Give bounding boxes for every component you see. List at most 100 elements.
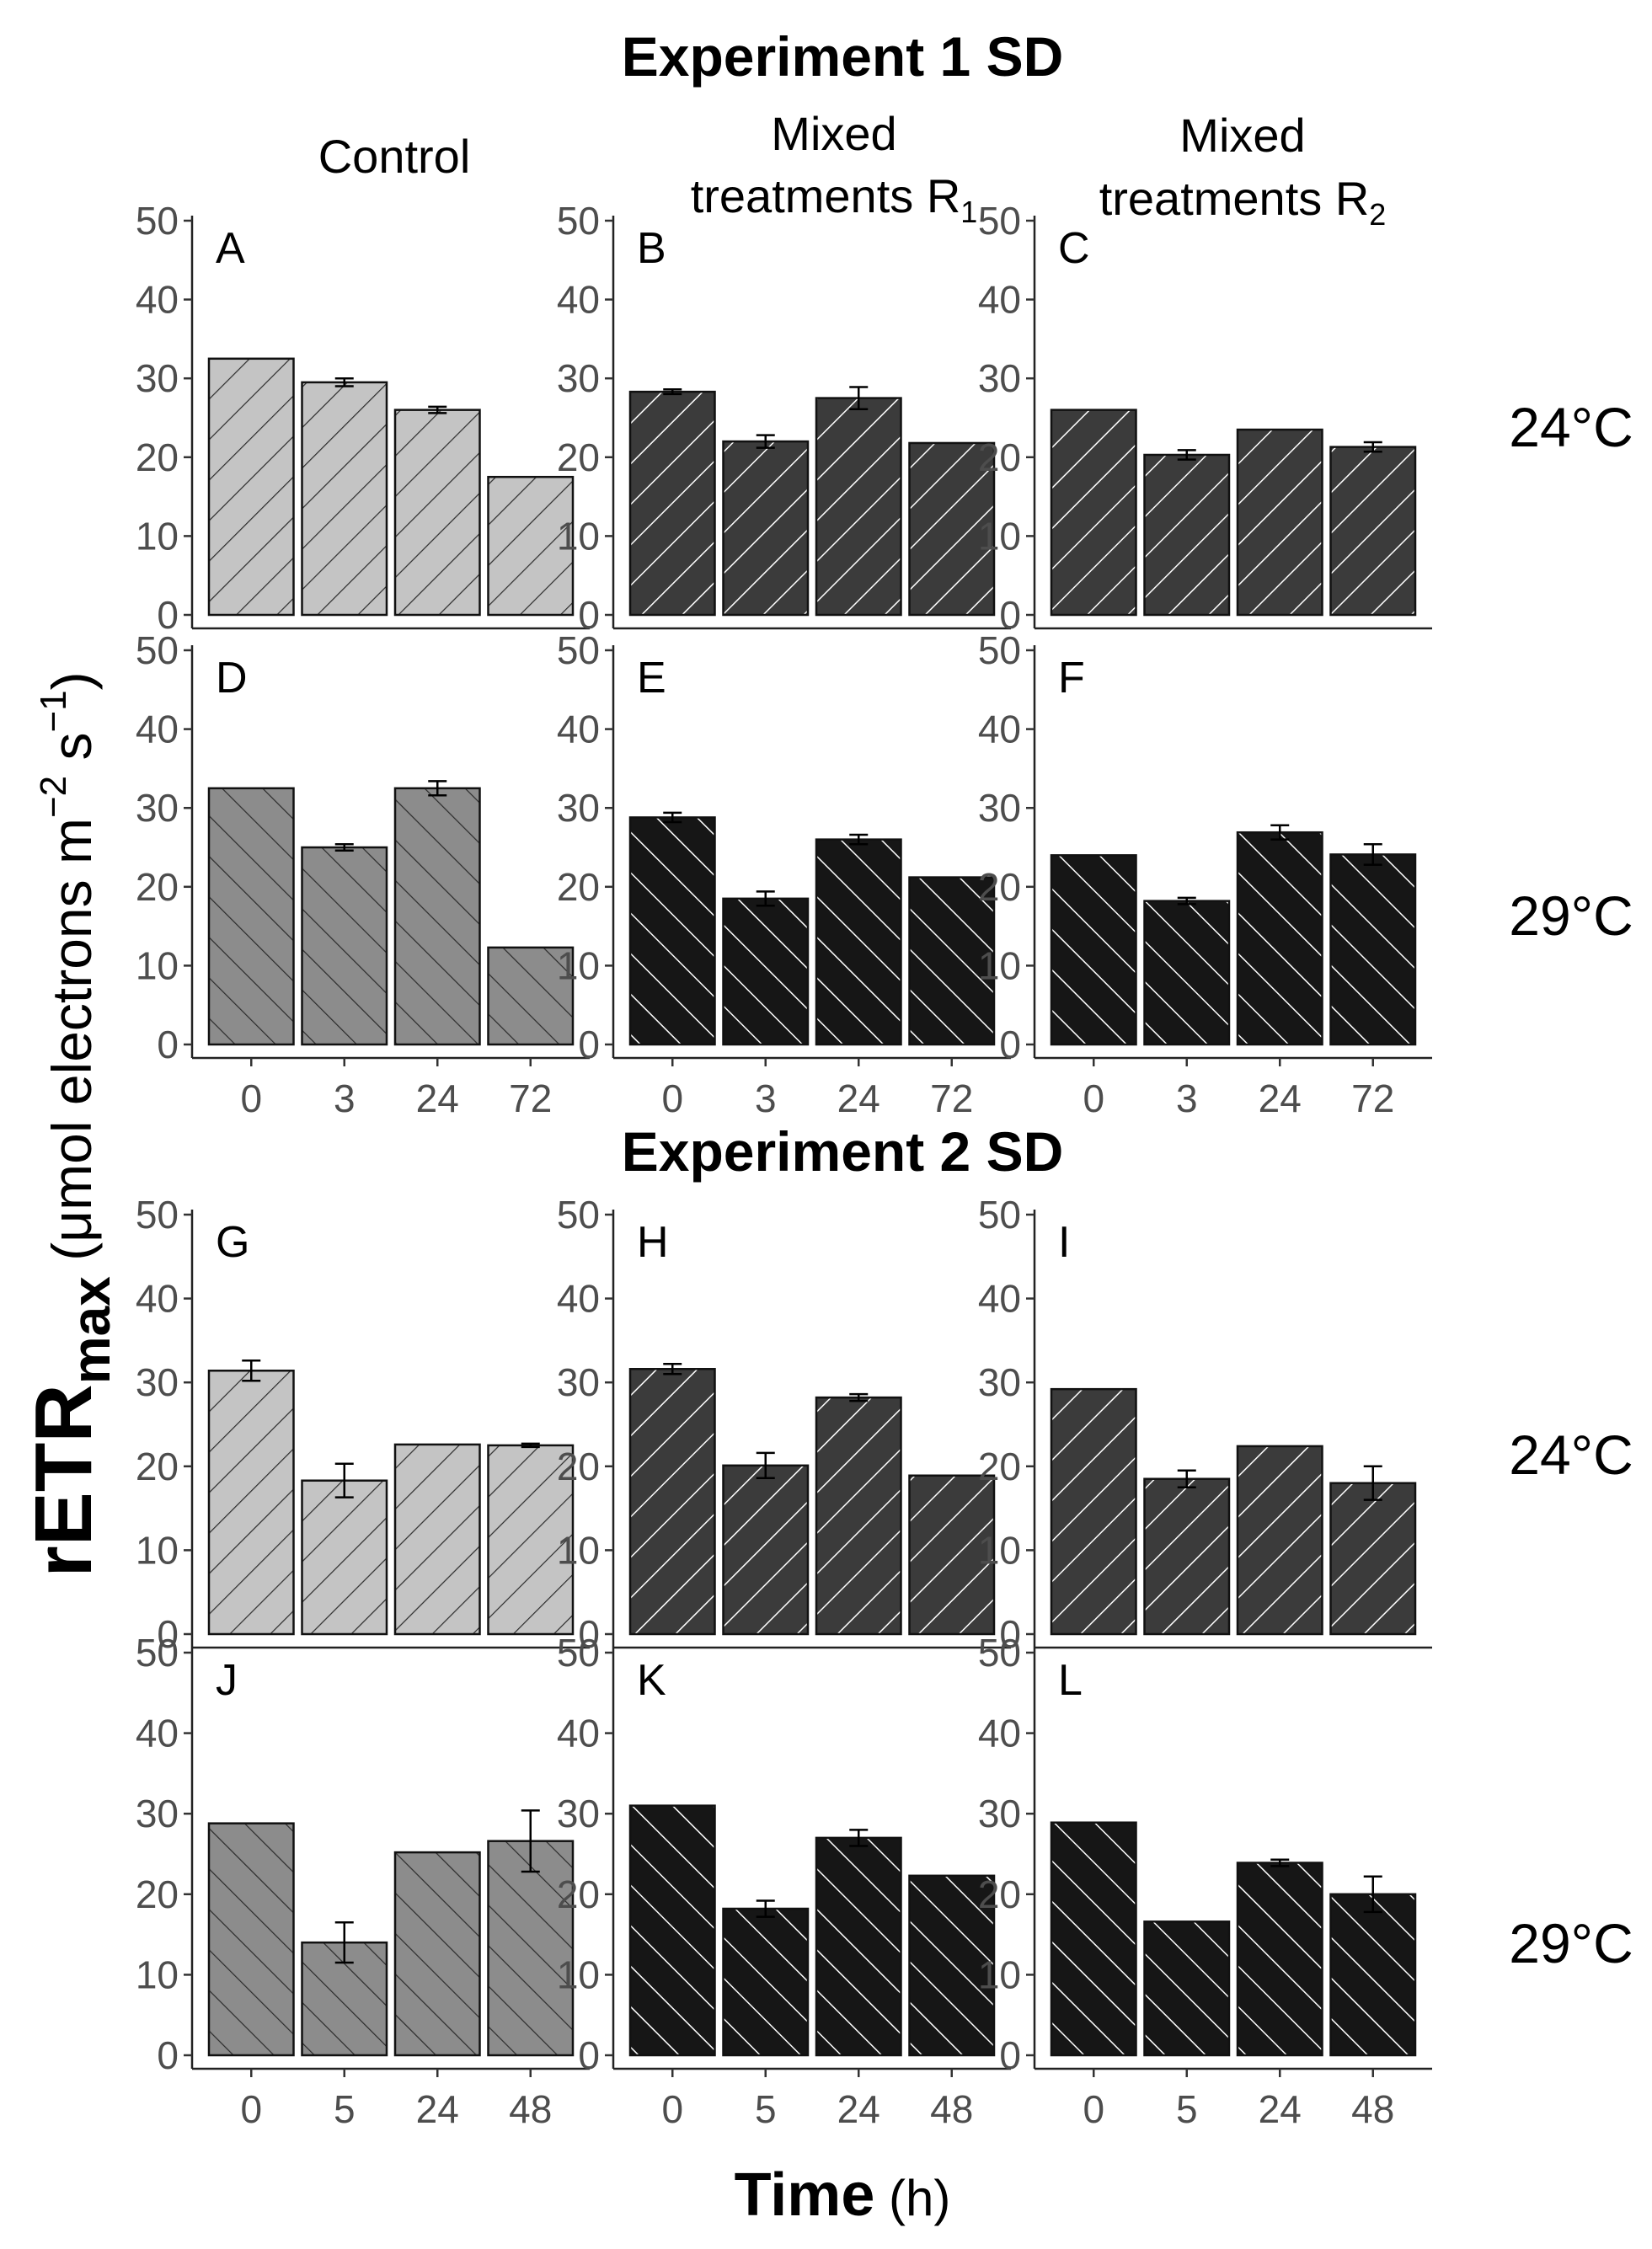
y-tick-label: 0 (157, 1023, 179, 1066)
y-tick-label: 10 (557, 514, 600, 558)
y-tick-label: 0 (999, 1612, 1021, 1656)
x-tick-label: 24 (416, 1076, 459, 1120)
bar (1050, 1821, 1137, 2057)
y-tick-label: 50 (978, 1631, 1021, 1675)
x-tick-label: 72 (930, 1076, 973, 1120)
y-tick-label: 0 (578, 593, 600, 637)
bar (1236, 428, 1323, 617)
bar (207, 1370, 295, 1636)
bar (815, 838, 902, 1046)
y-tick-label: 20 (136, 1872, 179, 1916)
y-tick-label: 10 (978, 943, 1021, 987)
y-tick-label: 20 (978, 435, 1021, 479)
panel-label: A (216, 224, 245, 273)
column-header-control: Control (318, 130, 471, 183)
x-tick-label: 0 (240, 2087, 262, 2131)
panel-i: 0 10 20 30 40 50 I (978, 1193, 1432, 1656)
y-tick-label: 30 (136, 356, 179, 400)
bar (1236, 831, 1323, 1046)
bar (1143, 1920, 1231, 2057)
bar (301, 846, 388, 1046)
panel-b: 0 10 20 30 40 50 B (557, 199, 1011, 637)
y-tick-label: 50 (557, 1193, 600, 1237)
bar (487, 946, 575, 1046)
bar (393, 409, 481, 617)
y-tick-label: 30 (978, 786, 1021, 830)
bar (1329, 446, 1417, 617)
bar (207, 787, 295, 1046)
x-tick-label: 3 (334, 1076, 356, 1120)
y-tick-label: 20 (557, 435, 600, 479)
y-tick-label: 40 (136, 1277, 179, 1321)
y-tick-label: 40 (978, 278, 1021, 322)
bar (1050, 854, 1137, 1046)
x-tick-label: 24 (1259, 1076, 1302, 1120)
y-tick-label: 50 (557, 628, 600, 672)
y-tick-label: 30 (978, 1792, 1021, 1835)
y-tick-label: 0 (578, 1023, 600, 1066)
bar (1143, 900, 1231, 1046)
bar (628, 390, 716, 617)
panel-label: C (1058, 224, 1090, 273)
y-tick-label: 10 (136, 514, 179, 558)
y-tick-label: 30 (136, 786, 179, 830)
x-tick-label: 5 (334, 2087, 356, 2131)
bar (628, 1368, 716, 1636)
x-tick-label: 72 (509, 1076, 552, 1120)
panel-f: 0 10 20 30 40 50 0 3 24 72 F (978, 628, 1432, 1120)
bar (815, 1396, 902, 1636)
y-tick-label: 30 (557, 786, 600, 830)
bar (301, 1479, 388, 1636)
bar (908, 441, 996, 617)
panel-a: 0 10 20 30 40 50 A (136, 199, 590, 637)
y-tick-label: 20 (136, 865, 179, 909)
bar (722, 440, 810, 617)
panel-label: J (216, 1656, 238, 1705)
x-tick-label: 0 (661, 1076, 683, 1120)
panel-label: K (637, 1656, 666, 1705)
y-tick-label: 20 (557, 1445, 600, 1488)
panel-label: D (216, 654, 248, 702)
x-tick-label: 24 (837, 2087, 880, 2131)
y-tick-label: 10 (978, 514, 1021, 558)
x-tick-label: 24 (416, 2087, 459, 2131)
y-tick-label: 0 (999, 593, 1021, 637)
panel-label: H (637, 1218, 669, 1267)
x-tick-label: 5 (755, 2087, 777, 2131)
y-tick-label: 50 (557, 1631, 600, 1675)
bar (1050, 1387, 1137, 1636)
bar (1236, 1862, 1323, 2057)
temperature-label-exp1-row2: 29°C (1509, 884, 1633, 947)
y-tick-label: 50 (136, 1631, 179, 1675)
y-tick-label: 10 (557, 1528, 600, 1572)
y-tick-label: 0 (157, 593, 179, 637)
y-tick-label: 10 (136, 943, 179, 987)
y-tick-label: 30 (978, 356, 1021, 400)
y-tick-label: 0 (578, 1612, 600, 1656)
y-tick-label: 50 (978, 1193, 1021, 1237)
y-tick-label: 0 (157, 2033, 179, 2077)
bar (1143, 1477, 1231, 1636)
temperature-label-exp2-row1: 24°C (1509, 1424, 1633, 1486)
panel-label: I (1058, 1218, 1070, 1267)
y-tick-label: 40 (136, 708, 179, 751)
bar (393, 1851, 481, 2057)
y-tick-label: 40 (978, 1277, 1021, 1321)
bar (908, 1874, 996, 2057)
y-tick-label: 20 (136, 435, 179, 479)
y-tick-label: 40 (557, 278, 600, 322)
x-tick-label: 24 (837, 1076, 880, 1120)
y-tick-label: 30 (136, 1792, 179, 1835)
column-header-mixed-r2-line2: treatments R2 (1099, 172, 1387, 232)
y-tick-label: 0 (578, 2033, 600, 2077)
y-tick-label: 40 (557, 1712, 600, 1755)
y-tick-label: 40 (136, 1712, 179, 1755)
bar (393, 787, 481, 1046)
y-tick-label: 20 (978, 1872, 1021, 1916)
y-tick-label: 40 (557, 1277, 600, 1321)
x-tick-label: 24 (1259, 2087, 1302, 2131)
y-tick-label: 50 (136, 1193, 179, 1237)
bar (487, 1444, 575, 1636)
panel-h: 0 10 20 30 40 50 H (557, 1193, 1011, 1656)
